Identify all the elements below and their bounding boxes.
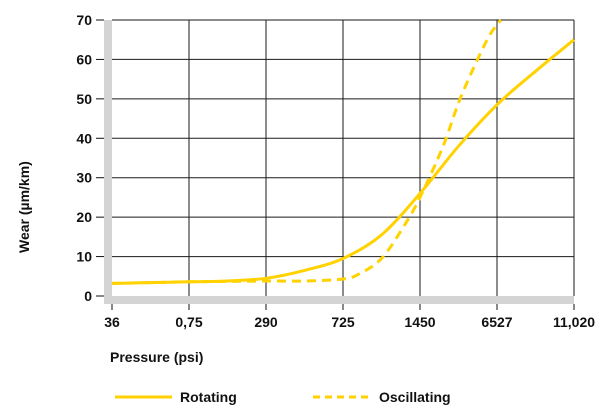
y-tick-label-20: 20 — [76, 209, 92, 225]
legend-label-oscillating: Oscillating — [379, 389, 451, 405]
y-tick-label-0: 0 — [84, 288, 92, 304]
y-tick-labels: 0 10 20 30 40 50 60 70 — [76, 12, 104, 304]
x-tick-label-5: 6527 — [481, 314, 512, 330]
legend-label-rotating: Rotating — [180, 389, 237, 405]
series-line-oscillating — [112, 19, 503, 285]
series-group — [112, 19, 575, 285]
axes — [104, 19, 574, 304]
x-axis-bar — [104, 296, 574, 304]
legend: Rotating Oscillating — [115, 389, 451, 405]
y-axis-label: Wear (µm/km) — [16, 161, 32, 253]
x-tick-labels: 36 0,75 290 725 1450 6527 11,020 — [104, 304, 595, 330]
x-tick-label-4: 1450 — [404, 314, 435, 330]
y-tick-label-10: 10 — [76, 249, 92, 265]
y-tick-label-30: 30 — [76, 170, 92, 186]
grid — [112, 19, 575, 296]
x-tick-label-3: 725 — [331, 314, 355, 330]
x-tick-label-2: 290 — [254, 314, 278, 330]
y-tick-label-40: 40 — [76, 130, 92, 146]
y-tick-label-70: 70 — [76, 12, 92, 28]
x-tick-label-6: 11,020 — [553, 314, 595, 330]
y-axis-bar — [104, 20, 112, 304]
y-tick-label-60: 60 — [76, 51, 92, 67]
x-tick-label-1: 0,75 — [175, 314, 202, 330]
y-tick-label-50: 50 — [76, 91, 92, 107]
x-tick-label-0: 36 — [104, 314, 120, 330]
x-axis-label: Pressure (psi) — [110, 349, 203, 365]
